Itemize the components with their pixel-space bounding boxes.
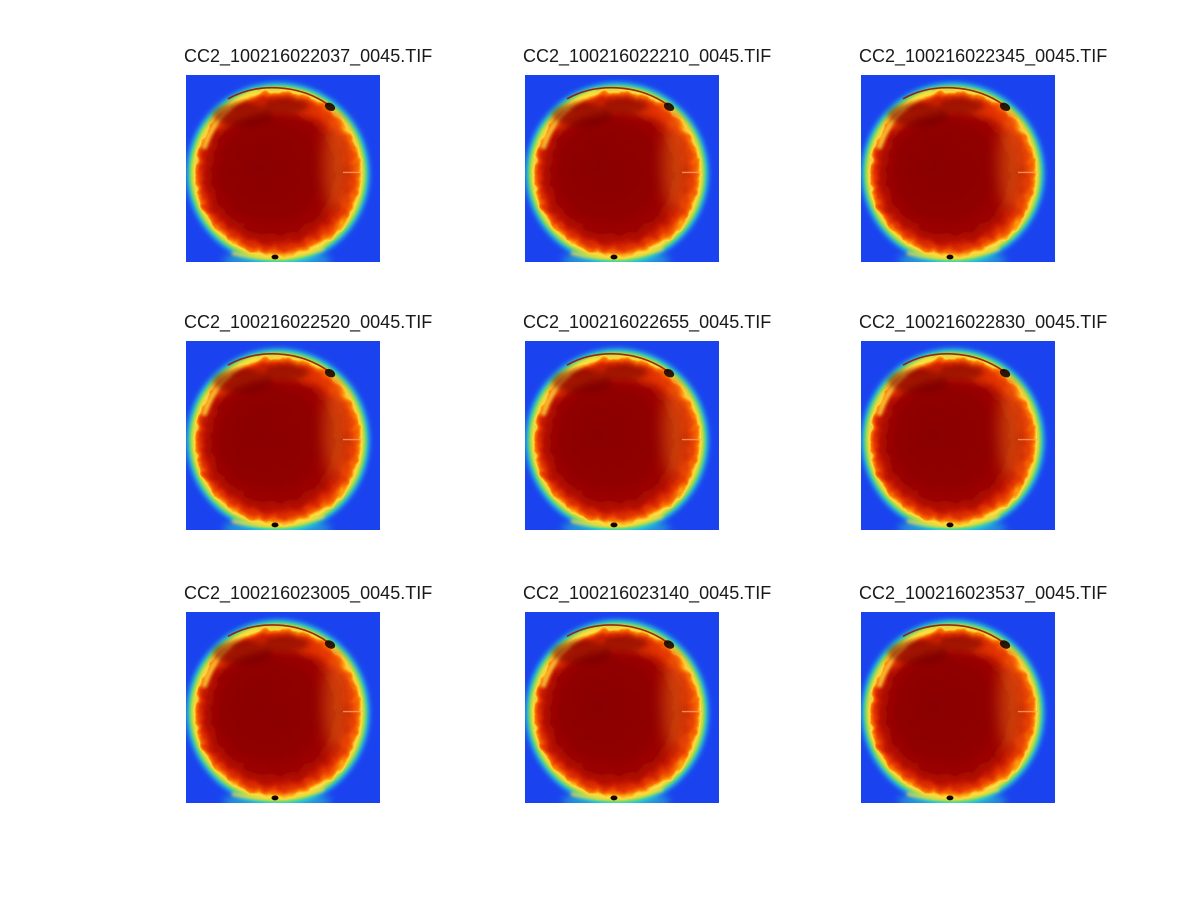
panel-title: CC2_100216022520_0045.TIF	[184, 312, 433, 332]
subplot-panel-7: CC2_100216023005_0045.TIF	[184, 583, 432, 803]
jet-colormap-image	[186, 612, 380, 803]
panel-title: CC2_100216022210_0045.TIF	[523, 46, 772, 66]
jet-colormap-image	[525, 612, 719, 803]
jet-colormap-image	[525, 341, 719, 530]
jet-colormap-image	[525, 75, 719, 262]
subplot-panel-2: CC2_100216022210_0045.TIF	[523, 46, 771, 262]
panel-title: CC2_100216022037_0045.TIF	[184, 46, 433, 66]
panel-title: CC2_100216023140_0045.TIF	[523, 583, 772, 603]
jet-colormap-image	[186, 75, 380, 262]
subplot-panel-1: CC2_100216022037_0045.TIF	[184, 46, 432, 262]
panel-title: CC2_100216023537_0045.TIF	[859, 583, 1108, 603]
panel-title: CC2_100216023005_0045.TIF	[184, 583, 433, 603]
jet-colormap-image	[861, 75, 1055, 262]
subplot-panel-8: CC2_100216023140_0045.TIF	[523, 583, 771, 803]
jet-colormap-image	[861, 612, 1055, 803]
jet-colormap-image	[861, 341, 1055, 530]
subplot-panel-9: CC2_100216023537_0045.TIF	[859, 583, 1107, 803]
jet-colormap-image	[186, 341, 380, 530]
subplot-panel-5: CC2_100216022655_0045.TIF	[523, 312, 771, 530]
subplot-panel-6: CC2_100216022830_0045.TIF	[859, 312, 1107, 530]
panel-title: CC2_100216022345_0045.TIF	[859, 46, 1108, 66]
subplot-panel-3: CC2_100216022345_0045.TIF	[859, 46, 1107, 262]
panel-title: CC2_100216022655_0045.TIF	[523, 312, 772, 332]
panel-title: CC2_100216022830_0045.TIF	[859, 312, 1108, 332]
subplot-panel-4: CC2_100216022520_0045.TIF	[184, 312, 432, 530]
